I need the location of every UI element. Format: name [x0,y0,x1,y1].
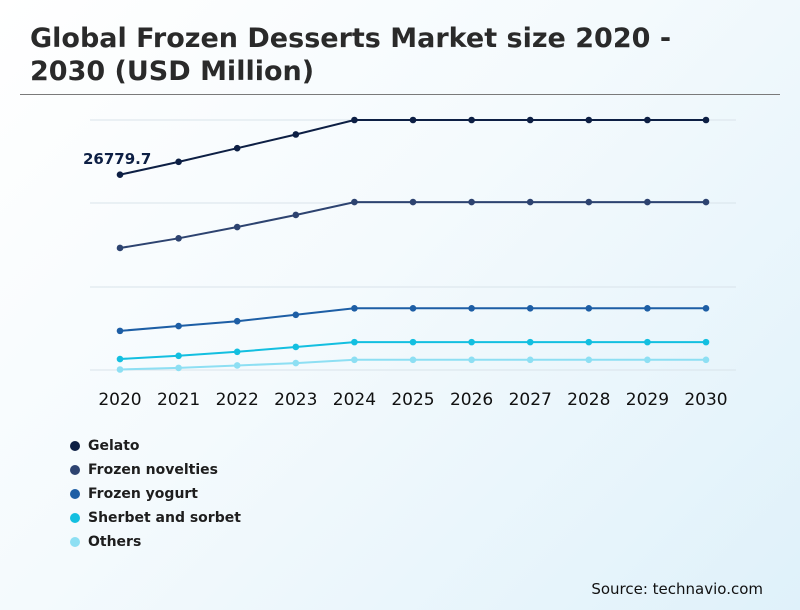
data-point [292,343,300,351]
data-point [585,356,593,364]
series-lines [119,119,706,371]
data-point [292,131,300,138]
data-point [409,338,417,346]
data-point [702,356,710,364]
series-line-gelato [119,119,706,176]
data-point [644,305,651,312]
data-point [175,364,182,372]
x-axis-ticks: 2020 2021 2022 2023 2024 2025 2026 2027 2028 2029… [98,390,727,410]
data-point [175,235,182,242]
data-point [585,305,593,312]
legend-item: Frozen novelties [70,458,241,482]
data-point [526,305,534,312]
data-point [116,327,124,335]
series-line-frozen-yogurt [119,307,706,332]
legend: Gelato Frozen novelties Frozen yogurt Sherb… [70,434,241,554]
data-point [292,359,300,367]
data-point [175,158,182,166]
data-point [292,311,300,319]
data-point [644,338,651,346]
data-point [292,211,300,219]
data-label: 26779.7 [83,150,151,168]
data-point [175,352,182,360]
data-point [409,356,417,364]
data-point [702,116,710,124]
data-point [702,338,710,346]
data-point [702,305,710,312]
x-tick-label: 2028 [567,390,610,410]
x-tick-label: 2024 [333,390,376,410]
data-point [409,198,417,206]
legend-marker [70,537,80,547]
data-point [526,356,534,364]
x-tick-label: 2027 [509,390,552,410]
data-point [175,322,182,330]
series-line-frozen-novelties [119,201,706,249]
data-point [409,305,417,312]
data-point [585,338,593,346]
legend-marker [70,489,80,499]
data-point [233,362,241,369]
gridlines [90,119,736,371]
data-point [116,244,124,252]
x-tick-label: 2025 [391,390,434,410]
legend-label: Gelato [88,438,140,454]
data-point [468,356,475,364]
data-point [585,116,593,124]
source-credit: Source: technavio.com [591,580,763,598]
data-point [644,198,651,206]
x-tick-label: 2022 [216,390,259,410]
x-tick-label: 2021 [157,390,200,410]
x-tick-label: 2026 [450,390,493,410]
legend-marker [70,465,80,475]
data-point [351,356,358,364]
data-point [233,144,241,152]
data-point [526,116,534,124]
data-point [351,198,358,206]
data-point [644,356,651,364]
x-tick-label: 2030 [684,390,727,410]
data-points [116,116,710,373]
legend-item: Sherbet and sorbet [70,506,241,530]
legend-marker [70,441,80,451]
data-point [351,305,358,312]
legend-item: Others [70,530,241,554]
data-point [351,116,358,124]
annotations: 26779.7 [83,150,151,168]
data-point [585,198,593,206]
data-point [116,355,124,363]
data-point [351,338,358,346]
data-point [468,305,475,312]
data-point [468,198,475,206]
legend-item: Gelato [70,434,241,458]
data-point [468,116,475,124]
legend-label: Others [88,534,142,550]
chart-title: Global Frozen Desserts Market size 2020 … [30,23,672,87]
data-point [526,198,534,206]
data-point [233,223,241,231]
x-tick-label: 2023 [274,390,317,410]
data-point [116,171,124,179]
data-point [468,338,475,346]
data-point [702,198,710,206]
data-point [409,116,417,124]
data-point [644,116,651,124]
legend-item: Frozen yogurt [70,482,241,506]
x-tick-label: 2029 [626,390,669,410]
data-point [116,366,124,373]
title-divider [20,94,780,95]
data-point [233,317,241,325]
legend-label: Frozen yogurt [88,486,199,502]
legend-marker [70,513,80,523]
data-point [526,338,534,346]
data-point [233,348,241,356]
legend-label: Frozen novelties [88,462,218,478]
x-tick-label: 2020 [98,390,141,410]
legend-label: Sherbet and sorbet [88,510,241,526]
